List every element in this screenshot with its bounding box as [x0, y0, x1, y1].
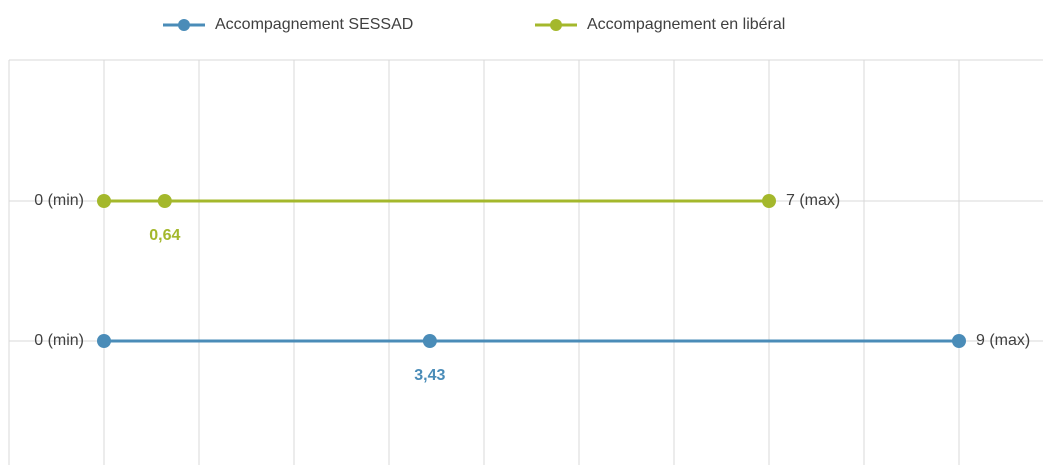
point [157, 194, 172, 208]
point [97, 194, 111, 208]
min-label: 0 (min) [34, 332, 84, 349]
max-label: 7 (max) [786, 192, 840, 209]
max-label: 9 (max) [976, 332, 1030, 349]
point [952, 334, 966, 348]
point [422, 334, 437, 348]
mean-label: 0,64 [149, 227, 180, 244]
min-label: 0 (min) [34, 192, 84, 209]
point [762, 194, 776, 208]
legend-marker [178, 19, 190, 31]
legend-label: Accompagnement SESSAD [215, 16, 413, 33]
point [97, 334, 111, 348]
mean-label: 3,43 [414, 367, 445, 384]
legend-marker [550, 19, 562, 31]
legend-label: Accompagnement en libéral [587, 16, 785, 33]
